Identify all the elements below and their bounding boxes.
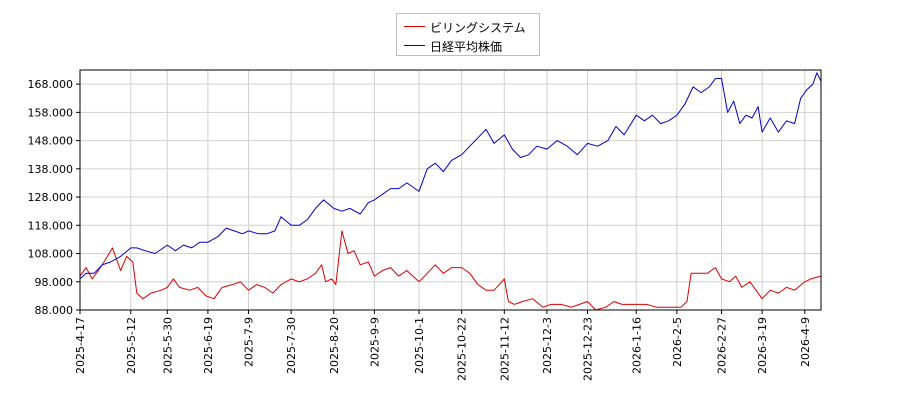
legend-swatch-billing bbox=[404, 26, 425, 27]
y-tick-label: 88.000 bbox=[35, 304, 74, 317]
x-tick-label: 2025-7-9 bbox=[243, 317, 256, 367]
y-tick-label: 118.000 bbox=[28, 219, 74, 232]
x-tick-label: 2025-10-22 bbox=[456, 317, 469, 381]
y-tick-label: 158.000 bbox=[28, 106, 74, 119]
x-tick-label: 2025-8-20 bbox=[328, 317, 341, 374]
x-tick-label: 2025-10-1 bbox=[413, 317, 426, 374]
legend: ビリングシステム 日経平均株価 bbox=[396, 13, 540, 56]
plot-frame bbox=[79, 69, 822, 311]
series-line-billing bbox=[79, 230, 822, 311]
x-axis: 2025-4-17 2025-5-12 2025-5-30 2025-6-19 2025… bbox=[74, 310, 812, 381]
x-tick-label: 2026-1-16 bbox=[630, 317, 643, 374]
y-tick-label: 148.000 bbox=[28, 135, 74, 148]
y-tick-label: 168.000 bbox=[28, 78, 74, 91]
y-axis: 88.000 98.000 108.000 118.000 128.000 138.000… bbox=[28, 78, 80, 317]
legend-label-nikkei: 日経平均株価 bbox=[430, 40, 503, 54]
x-tick-label: 2025-12-3 bbox=[541, 317, 554, 374]
legend-item-nikkei: 日経平均株価 bbox=[397, 36, 541, 54]
series-line-nikkei bbox=[79, 72, 822, 280]
plot-area bbox=[79, 72, 822, 311]
x-tick-label: 2025-5-12 bbox=[125, 317, 138, 374]
legend-swatch-nikkei bbox=[404, 45, 425, 46]
y-tick-label: 128.000 bbox=[28, 191, 74, 204]
x-tick-label: 2025-6-19 bbox=[202, 317, 215, 374]
x-tick-label: 2025-4-17 bbox=[74, 317, 87, 374]
x-tick-label: 2026-2-5 bbox=[671, 317, 684, 367]
legend-label-billing: ビリングシステム bbox=[430, 21, 526, 35]
legend-item-billing: ビリングシステム bbox=[397, 17, 541, 35]
x-tick-label: 2026-2-27 bbox=[716, 317, 729, 374]
x-tick-label: 2025-11-12 bbox=[498, 317, 511, 381]
x-tick-label: 2025-9-9 bbox=[368, 317, 381, 367]
x-tick-label: 2026-3-19 bbox=[756, 317, 769, 374]
x-tick-label: 2026-4-9 bbox=[799, 317, 812, 367]
x-tick-label: 2025-7-30 bbox=[285, 317, 298, 374]
x-tick-label: 2025-5-30 bbox=[161, 317, 174, 374]
y-tick-label: 98.000 bbox=[35, 276, 74, 289]
x-tick-label: 2025-12-23 bbox=[582, 317, 595, 381]
y-tick-label: 138.000 bbox=[28, 163, 74, 176]
y-tick-label: 108.000 bbox=[28, 248, 74, 261]
grid-lines bbox=[79, 70, 821, 311]
